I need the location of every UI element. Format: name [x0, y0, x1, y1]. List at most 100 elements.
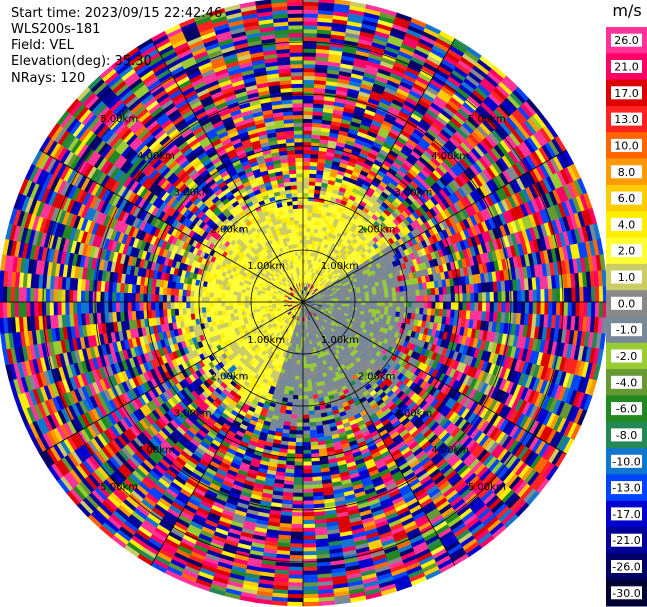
range-gate — [349, 299, 354, 303]
range-gate — [302, 106, 314, 112]
range-gate — [302, 562, 318, 568]
range-gate — [478, 292, 483, 303]
range-gate — [302, 348, 306, 353]
range-gate — [555, 288, 561, 303]
range-gate — [302, 196, 309, 201]
range-gate — [434, 287, 440, 296]
range-gate — [291, 402, 298, 408]
range-gate — [309, 363, 314, 369]
range-gate — [454, 293, 460, 303]
range-gate — [302, 449, 312, 455]
range-gate — [478, 301, 483, 312]
range-gate — [540, 289, 546, 303]
range-gate — [360, 291, 366, 297]
range-gate — [302, 180, 310, 186]
range-gate — [302, 71, 316, 77]
range-gate — [372, 297, 378, 303]
range-gate — [293, 480, 304, 486]
range-gate — [307, 204, 314, 210]
range-gate — [302, 574, 318, 580]
range-gate — [559, 301, 565, 316]
range-gate — [288, 433, 297, 439]
range-gate — [450, 301, 456, 311]
range-gate — [299, 360, 304, 365]
range-gate — [299, 356, 304, 361]
range-gate — [302, 9, 319, 15]
range-gate — [493, 291, 499, 303]
range-gate — [302, 79, 315, 85]
range-gate — [411, 301, 417, 309]
range-gate — [520, 301, 526, 314]
range-gate — [302, 87, 315, 92]
range-gate — [302, 438, 311, 443]
range-gate — [302, 56, 317, 61]
range-gate — [528, 301, 534, 315]
range-gate — [548, 288, 553, 303]
velocity-rays — [0, 0, 606, 607]
range-gate — [302, 480, 313, 486]
range-gate — [290, 531, 304, 537]
range-gate — [411, 307, 417, 315]
range-gate — [295, 363, 300, 369]
range-gate — [415, 289, 421, 297]
range-gate — [292, 394, 299, 400]
range-gate — [302, 578, 318, 584]
range-gate — [297, 399, 304, 404]
range-gate — [427, 301, 432, 309]
range-gate — [302, 434, 311, 439]
range-gate — [298, 371, 304, 377]
range-gate — [287, 586, 304, 591]
range-gate — [415, 295, 421, 303]
range-gate — [552, 288, 557, 303]
range-gate — [376, 301, 382, 307]
range-gate — [307, 208, 314, 214]
range-gate — [391, 291, 397, 298]
range-gate — [302, 91, 315, 96]
range-gate — [384, 297, 390, 303]
range-gate — [302, 441, 311, 447]
range-gate — [302, 184, 310, 190]
range-gate — [353, 298, 358, 303]
range-gate — [403, 290, 409, 297]
range-gate — [419, 301, 425, 309]
range-gate — [302, 422, 310, 428]
range-gate — [462, 293, 468, 303]
range-gate — [302, 426, 310, 431]
range-gate — [302, 461, 312, 467]
range-gate — [353, 301, 358, 306]
range-gate — [296, 414, 304, 420]
range-gate — [302, 364, 307, 369]
range-gate — [407, 307, 413, 314]
range-gate — [364, 291, 370, 296]
range-gate — [307, 390, 314, 396]
range-gate — [388, 292, 393, 298]
range-gate — [427, 295, 432, 303]
range-gate — [289, 558, 304, 564]
range-gate — [302, 554, 317, 560]
range-gate — [290, 527, 304, 533]
range-gate — [295, 441, 304, 447]
range-gate — [431, 294, 436, 303]
range-gate — [307, 387, 313, 392]
range-gate — [302, 558, 317, 564]
range-gate — [579, 287, 585, 303]
range-gate — [302, 95, 315, 100]
range-gate — [302, 465, 313, 470]
range-gate — [292, 398, 299, 404]
range-gate — [302, 188, 310, 194]
range-gate — [302, 122, 313, 127]
range-gate — [563, 287, 569, 303]
range-gate — [306, 223, 312, 229]
range-gate — [470, 292, 475, 303]
range-gate — [310, 371, 315, 376]
range-gate — [364, 305, 370, 310]
range-gate — [302, 28, 318, 34]
range-gate — [291, 508, 304, 513]
range-gate — [415, 307, 421, 315]
range-gate — [302, 212, 308, 217]
range-gate — [302, 395, 309, 400]
range-gate — [450, 293, 456, 303]
range-gate — [306, 363, 311, 369]
range-gate — [302, 445, 312, 451]
range-gate — [509, 290, 514, 303]
